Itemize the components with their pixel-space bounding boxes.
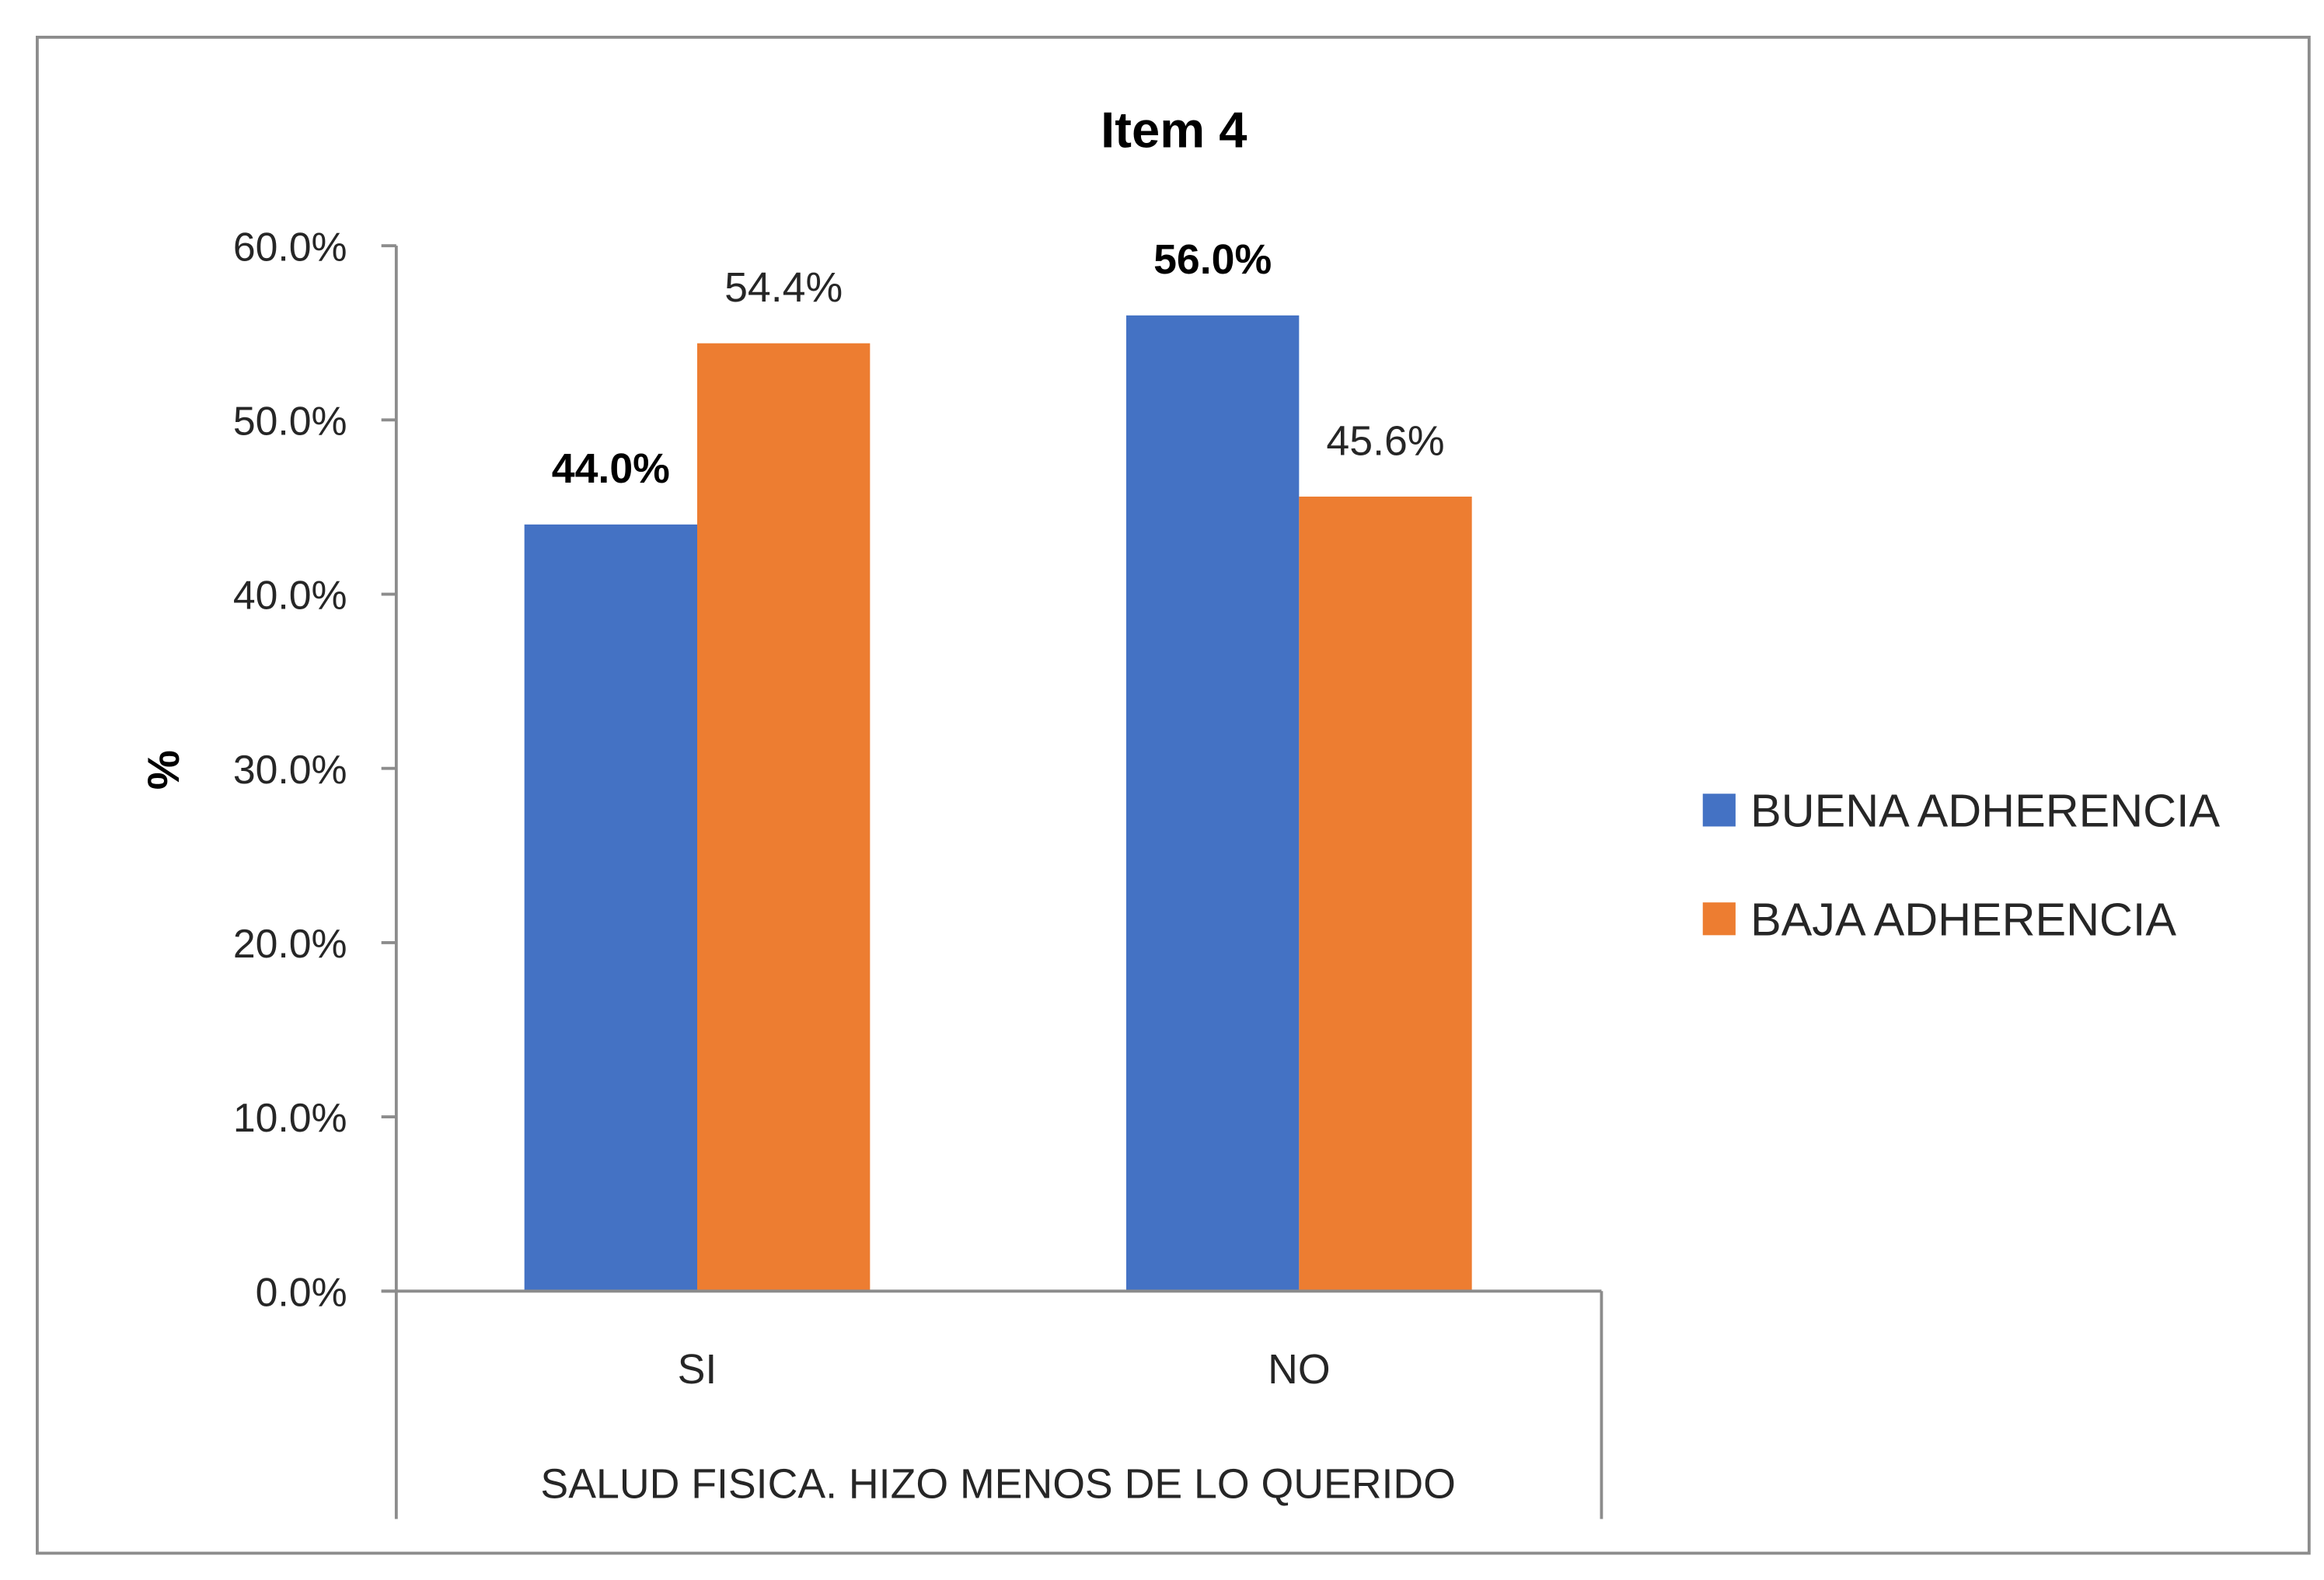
y-tick-label: 10.0% [233,1095,347,1140]
x-tick-label: NO [1268,1346,1330,1393]
x-tick-label: SI [678,1346,717,1393]
data-label: 45.6% [1326,417,1444,464]
bar-si-buena [524,524,697,1292]
legend-label: BAJA ADHERENCIA [1750,893,2176,945]
bar-no-baja [1299,496,1472,1292]
y-axis-title: % [139,750,189,790]
chart-title: Item 4 [1101,102,1247,159]
bar-si-baja [697,343,871,1292]
data-label: 54.4% [724,264,843,311]
legend-label: BUENA ADHERENCIA [1750,784,2220,836]
y-tick-label: 50.0% [233,399,347,444]
legend-swatch [1702,902,1736,936]
x-axis-title: SALUD FISICA. HIZO MENOS DE LO QUERIDO [540,1461,1455,1508]
data-label: 44.0% [552,445,670,492]
y-tick-label: 20.0% [233,921,347,966]
y-tick-label: 40.0% [233,573,347,618]
legend-swatch [1702,793,1736,827]
y-tick-label: 30.0% [233,747,347,792]
y-tick-label: 60.0% [233,224,347,269]
y-tick-label: 0.0% [256,1269,347,1314]
bar-no-buena [1126,315,1300,1292]
data-label: 56.0% [1153,236,1272,283]
